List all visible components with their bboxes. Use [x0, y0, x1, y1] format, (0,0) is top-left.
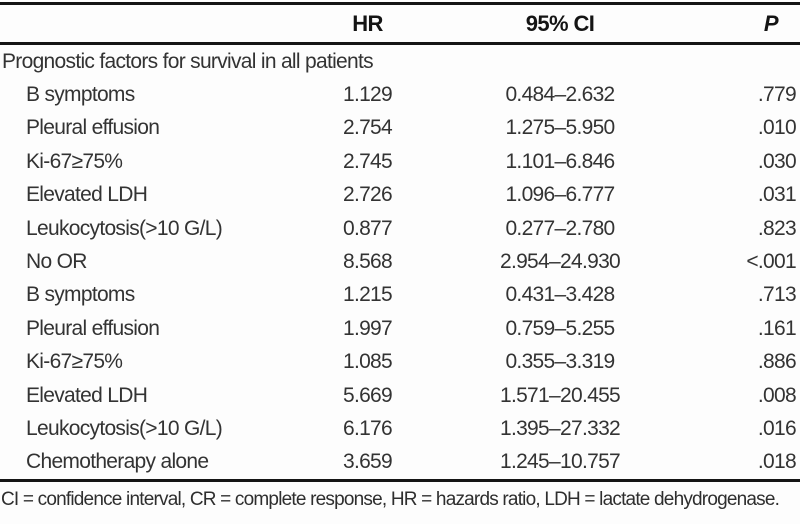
p-value: <.001 [746, 250, 796, 274]
ci-value: 0.277–2.780 [505, 216, 615, 240]
table-row: Leukocytosis(>10 G/L) 0.877 0.277–2.780 … [0, 212, 800, 245]
table-row: No OR 8.568 2.954–24.930 <.001 [0, 245, 800, 278]
hr-value: 3.659 [342, 450, 393, 474]
table-row: Ki-67≥75% 2.745 1.101–6.846 .030 [0, 145, 800, 178]
abbreviations-footnote: CI = confidence interval, CR = complete … [1, 489, 780, 511]
column-header-hr: HR [352, 10, 383, 36]
ci-value: 0.484–2.632 [505, 83, 615, 107]
column-header-p: P [763, 10, 779, 36]
hr-value: 1.129 [342, 83, 393, 107]
ci-value: 1.275–5.950 [505, 116, 615, 140]
hr-value: 1.215 [342, 283, 393, 307]
p-value: .823 [757, 216, 797, 240]
hr-value: 6.176 [342, 416, 393, 440]
row-label: Ki-67≥75% [26, 350, 123, 374]
p-value: .713 [757, 283, 797, 307]
hr-value: 2.726 [342, 183, 393, 207]
p-value: .010 [757, 116, 797, 140]
p-value: .886 [757, 350, 797, 374]
row-label: No OR [26, 250, 87, 274]
table-header-row: HR 95% CI P [0, 5, 800, 42]
p-value: .018 [757, 450, 797, 474]
hr-value: 2.754 [342, 116, 393, 140]
table-body: Prognostic factors for survival in all p… [0, 45, 800, 479]
row-label: Pleural effusion [26, 316, 160, 340]
p-value: .008 [757, 383, 797, 407]
row-label: Elevated LDH [26, 383, 148, 407]
table-row: Pleural effusion 2.754 1.275–5.950 .010 [0, 112, 800, 145]
hr-value: 2.745 [342, 149, 393, 173]
table-row: B symptoms 1.129 0.484–2.632 .779 [0, 78, 800, 111]
row-label: B symptoms [26, 83, 135, 107]
row-label: Leukocytosis(>10 G/L) [26, 216, 223, 240]
ci-value: 0.431–3.428 [505, 283, 615, 307]
ci-value: 2.954–24.930 [499, 250, 621, 274]
hr-value: 1.085 [342, 350, 393, 374]
row-label: Chemotherapy alone [26, 450, 209, 474]
ci-value: 0.759–5.255 [505, 316, 615, 340]
ci-value: 1.395–27.332 [499, 416, 621, 440]
table-row: B symptoms 1.215 0.431–3.428 .713 [0, 279, 800, 312]
bottom-rule [0, 479, 800, 483]
p-value: .779 [757, 83, 797, 107]
ci-value: 1.096–6.777 [505, 183, 615, 207]
row-label: Ki-67≥75% [26, 149, 123, 173]
top-rule [0, 2, 800, 5]
hr-value: 1.997 [342, 316, 393, 340]
hr-value: 0.877 [342, 216, 393, 240]
column-header-ci: 95% CI [525, 10, 595, 36]
hr-value: 5.669 [342, 383, 393, 407]
p-value: .016 [757, 416, 797, 440]
ci-value: 0.355–3.319 [505, 350, 615, 374]
row-label: Elevated LDH [26, 183, 148, 207]
hr-value: 8.568 [342, 250, 393, 274]
table-row: Pleural effusion 1.997 0.759–5.255 .161 [0, 312, 800, 345]
table-row: Leukocytosis(>10 G/L) 6.176 1.395–27.332… [0, 412, 800, 445]
table-row: Elevated LDH 2.726 1.096–6.777 .031 [0, 179, 800, 212]
ci-value: 1.245–10.757 [499, 450, 621, 474]
table-row: Elevated LDH 5.669 1.571–20.455 .008 [0, 379, 800, 412]
p-value: .161 [757, 316, 797, 340]
p-value: .030 [757, 149, 797, 173]
table-row: Chemotherapy alone 3.659 1.245–10.757 .0… [0, 446, 800, 479]
row-label: B symptoms [26, 283, 135, 307]
ci-value: 1.571–20.455 [499, 383, 621, 407]
p-value: .031 [757, 183, 797, 207]
ci-value: 1.101–6.846 [505, 149, 615, 173]
row-label: Pleural effusion [26, 116, 160, 140]
row-label: Leukocytosis(>10 G/L) [26, 416, 223, 440]
table-row: Ki-67≥75% 1.085 0.355–3.319 .886 [0, 346, 800, 379]
header-rule [0, 42, 800, 45]
section-header: Prognostic factors for survival in all p… [2, 49, 374, 73]
